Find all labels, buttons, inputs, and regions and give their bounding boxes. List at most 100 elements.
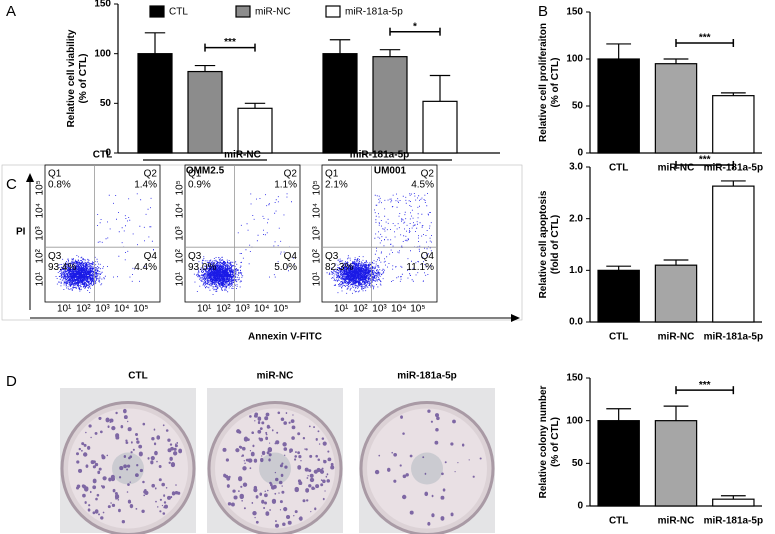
arrow-head — [26, 173, 34, 182]
flow-dots — [55, 193, 154, 293]
flow-y-tick: 10³ — [312, 226, 323, 241]
flow-y-tick: 10¹ — [35, 271, 46, 286]
quadrant-name: Q3 — [325, 251, 339, 262]
quadrant-percent: 1.1% — [274, 180, 297, 191]
flow-x-tick: 10¹ — [334, 304, 349, 315]
x-tick-label: miR-NC — [658, 332, 695, 343]
y-tick-label: 3.0 — [569, 162, 583, 173]
flow-y-tick: 10² — [312, 248, 323, 263]
y-tick-label: 0 — [577, 148, 583, 159]
group-label: OMM2.5 — [186, 166, 225, 177]
y-axis-label: Relative colony number(% of CTL) — [538, 385, 561, 498]
bar — [712, 95, 755, 154]
flow-x-tick: 10⁴ — [254, 304, 269, 315]
bar — [712, 498, 755, 507]
flow-x-tick: 10⁴ — [391, 304, 406, 315]
y-axis-label: Relative cell apoptosis(fold of CTL) — [538, 190, 561, 298]
quadrant-percent: 5.0% — [274, 262, 297, 273]
flow-y-tick: 10⁴ — [312, 203, 323, 218]
quadrant-percent: 2.1% — [325, 180, 348, 191]
flow-title: miR-181a-5p — [350, 150, 409, 161]
panel-frame — [1, 164, 523, 321]
bar — [597, 420, 640, 507]
legend-swatch — [235, 5, 251, 18]
y-tick-label: 0 — [105, 148, 111, 159]
quadrant-percent: 1.4% — [134, 180, 157, 191]
panel-letter: B — [538, 3, 548, 20]
significance-label: *** — [699, 380, 711, 391]
y-tick-label: 1.0 — [569, 265, 583, 276]
significance-label: *** — [699, 155, 711, 166]
quadrant-name: Q2 — [144, 169, 158, 180]
x-tick-label: miR-181a-5p — [704, 516, 763, 527]
quadrant-name: Q4 — [144, 251, 158, 262]
colony-title: CTL — [128, 371, 147, 382]
quadrant-name: Q1 — [48, 169, 62, 180]
y-tick-label: 0.0 — [569, 317, 583, 328]
y-tick-label: 150 — [94, 0, 111, 10]
quadrant-name: Q2 — [421, 169, 435, 180]
y-axis-label: Relative cell proliferaiton(% of CTL) — [538, 23, 561, 142]
legend-swatch — [325, 5, 341, 18]
flow-x-tick: 10⁴ — [114, 304, 129, 315]
flow-x-tick: 10⁵ — [410, 304, 425, 315]
flow-y-tick: 10³ — [35, 226, 46, 241]
arrow-head — [511, 314, 520, 322]
panel-letter: D — [6, 373, 17, 390]
flow-y-tick: 10⁴ — [175, 203, 186, 218]
x-tick-label: miR-NC — [658, 516, 695, 527]
significance-label: * — [413, 21, 417, 32]
x-tick-label: CTL — [609, 516, 628, 527]
flow-x-tick: 10⁵ — [273, 304, 288, 315]
flow-x-tick: 10² — [216, 304, 231, 315]
flow-x-tick: 10³ — [235, 304, 250, 315]
flow-x-label: Annexin V-FITC — [248, 332, 322, 343]
quadrant-percent: 4.4% — [134, 262, 157, 273]
flow-y-label: PI — [16, 227, 26, 238]
flow-y-tick: 10⁵ — [312, 180, 323, 195]
x-tick-label: CTL — [609, 163, 628, 174]
colonies — [222, 411, 335, 528]
quadrant-name: Q3 — [48, 251, 62, 262]
bar — [187, 70, 223, 154]
flow-x-tick: 10¹ — [57, 304, 72, 315]
flow-frame — [321, 164, 438, 303]
bar — [654, 420, 698, 507]
quadrant-percent: 93.0% — [188, 262, 216, 273]
quadrant-percent: 93.4% — [48, 262, 76, 273]
flow-x-tick: 10⁵ — [133, 304, 148, 315]
significance-label: *** — [699, 33, 711, 44]
x-tick-label: CTL — [609, 332, 628, 343]
bar — [137, 53, 173, 154]
quadrant-percent: 0.8% — [48, 180, 71, 191]
y-tick-label: 0 — [577, 501, 583, 512]
y-tick-label: 50 — [572, 101, 584, 112]
plate-center — [411, 452, 443, 485]
x-tick-label: miR-181a-5p — [704, 332, 763, 343]
quadrant-name: Q4 — [421, 251, 435, 262]
bar — [654, 63, 698, 154]
y-tick-label: 2.0 — [569, 213, 583, 224]
quadrant-name: Q2 — [284, 169, 298, 180]
panel-letter: C — [6, 176, 17, 193]
y-tick-label: 100 — [94, 48, 111, 59]
flow-y-tick: 10¹ — [312, 271, 323, 286]
flow-title: miR-NC — [224, 150, 261, 161]
flow-y-tick: 10³ — [175, 226, 186, 241]
quadrant-percent: 4.5% — [411, 180, 434, 191]
y-tick-label: 100 — [566, 415, 583, 426]
flow-title: CTL — [93, 150, 112, 161]
flow-x-tick: 10² — [76, 304, 91, 315]
bar — [372, 56, 408, 154]
flow-y-tick: 10⁵ — [175, 180, 186, 195]
flow-frame — [44, 164, 161, 303]
flow-y-tick: 10⁵ — [35, 180, 46, 195]
plate-center — [112, 452, 144, 485]
y-axis-label: Relative cell viability(% of CTL) — [66, 29, 89, 127]
y-tick-label: 150 — [566, 7, 583, 18]
flow-y-tick: 10² — [175, 248, 186, 263]
flow-frame — [184, 164, 301, 303]
legend-label: CTL — [169, 7, 188, 18]
significance-label: *** — [224, 37, 236, 48]
